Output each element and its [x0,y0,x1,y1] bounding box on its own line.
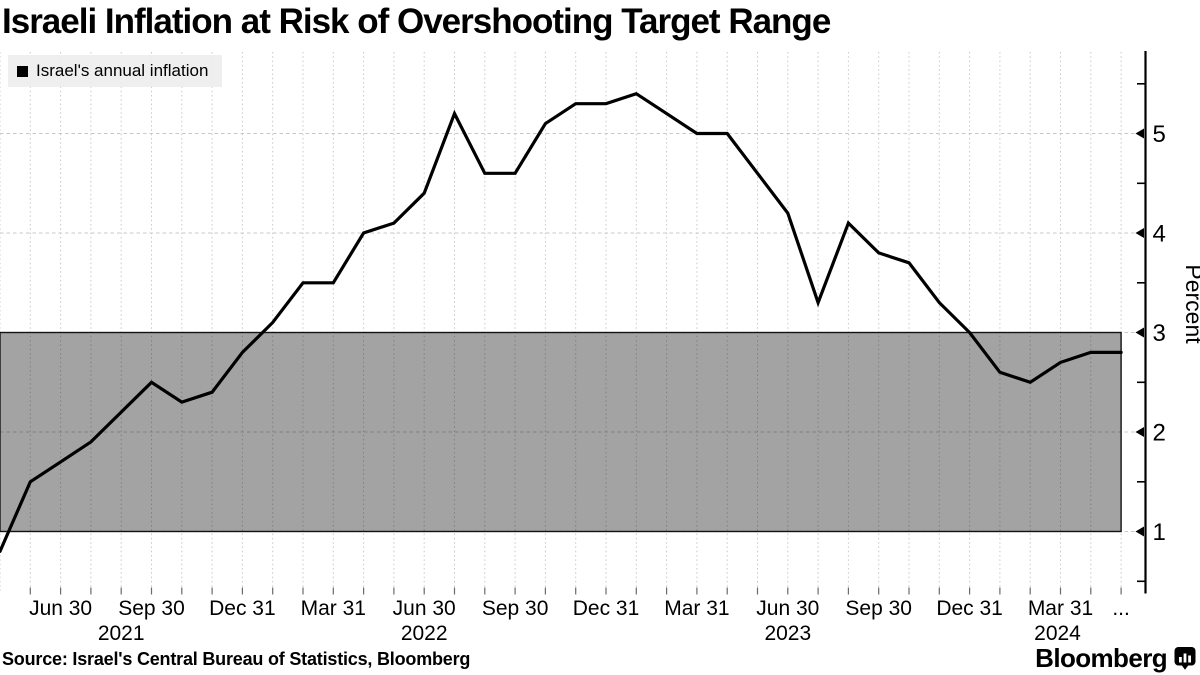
year-label: 2022 [401,622,448,645]
legend-swatch-icon [17,65,28,77]
x-tick-label: Mar 31 [301,597,366,620]
x-axis-month-ticks [29,587,1122,595]
x-tick-label: Dec 31 [209,597,276,620]
legend: Israel's annual inflation [8,55,223,88]
bloomberg-chart-bubble-icon [1174,647,1196,670]
y-tick-label: 4 [1153,221,1166,248]
x-tick-label: Jun 30 [29,597,92,620]
year-labels: 2021 2022 2023 2024 [98,622,1081,645]
year-label: 2021 [98,622,145,645]
x-tick-label: Dec 31 [936,597,1003,620]
x-tick-label: Sep 30 [845,597,912,620]
y-axis: 1 2 3 4 5 Percent [1135,51,1200,594]
source-note: Source: Israel's Central Bureau of Stati… [2,649,471,669]
year-label: 2023 [764,622,811,645]
bloomberg-wordmark: Bloomberg [1035,643,1167,673]
legend-label: Israel's annual inflation [36,61,209,80]
y-tick-label: 5 [1153,121,1166,148]
x-tick-label: Sep 30 [118,597,185,620]
gridlines [0,52,1144,594]
x-axis-labels: Jun 30 Sep 30 Dec 31 Mar 31 Jun 30 Sep 30 Dec … [29,597,1130,620]
y-tick-label: 3 [1153,320,1166,347]
x-tick-label: Jun 30 [756,597,819,620]
y-axis-title: Percent [1181,264,1200,344]
year-label: 2024 [1034,622,1081,645]
x-tick-label: Sep 30 [482,597,549,620]
bloomberg-logo: Bloomberg [1035,643,1197,674]
inflation-line [0,91,1123,554]
x-tick-label: Mar 31 [1028,597,1093,620]
y-tick-label: 2 [1153,420,1166,447]
y-tick-label: 1 [1153,519,1166,546]
x-tick-label: Dec 31 [573,597,640,620]
x-tick-label: Mar 31 [664,597,729,620]
x-tick-label: ... [1112,597,1130,620]
page-title: Israeli Inflation at Risk of Overshootin… [2,2,831,41]
x-tick-label: Jun 30 [393,597,456,620]
